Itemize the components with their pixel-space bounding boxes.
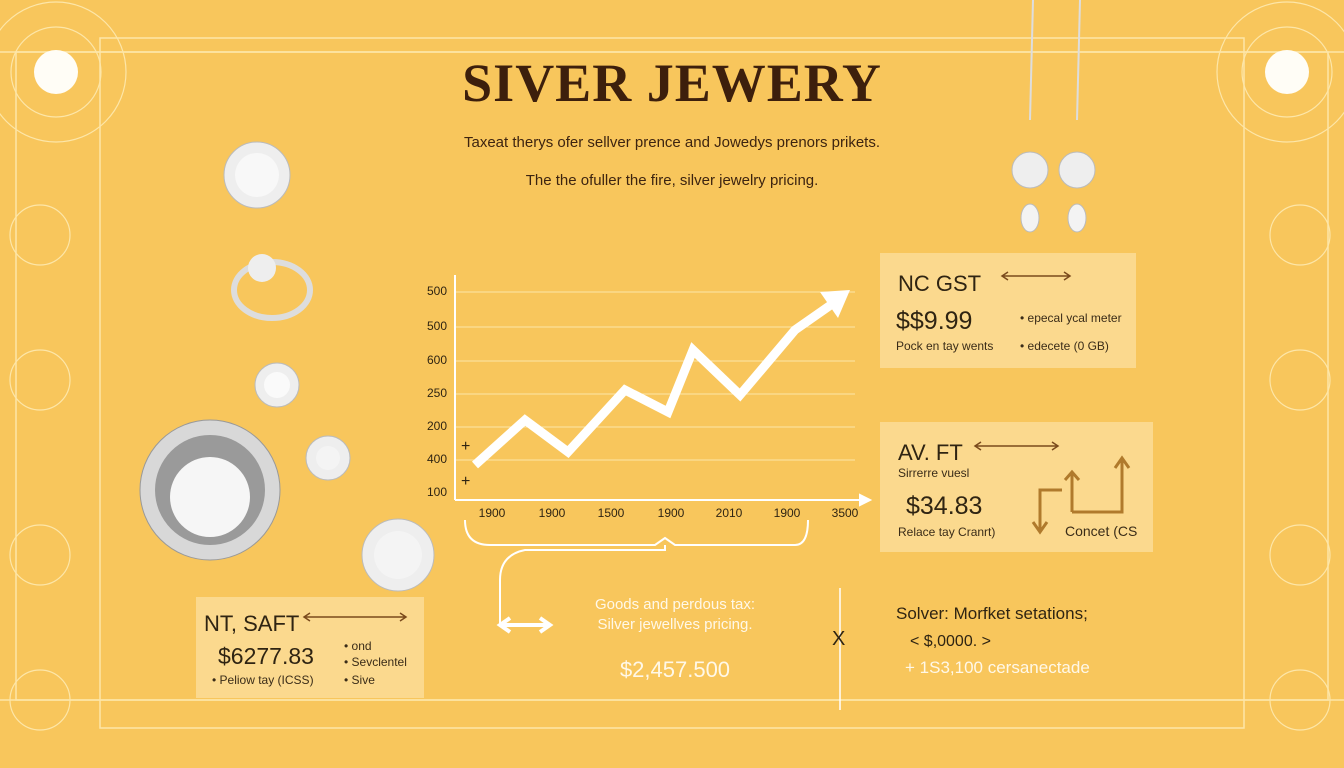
box-heading: AV. FT: [898, 440, 963, 465]
double-arrow: [496, 616, 554, 634]
brace: [464, 519, 809, 546]
y-tick-label: 100: [426, 485, 447, 499]
jewelry: [139, 0, 1096, 592]
tagline: The the ofuller the fire, silver jewelry…: [525, 172, 819, 189]
mark-x: X: [832, 628, 846, 650]
chart-marker: +: [461, 473, 471, 490]
box-note: Relace tay Cranrt): [898, 525, 996, 539]
box-bullet: • edecete (0 GB): [1020, 339, 1109, 353]
info-box: NT, SAFT $6277.83 • Peliow tay (ICSS) • …: [196, 597, 424, 698]
connector: [499, 545, 666, 625]
box-heading: NT, SAFT: [204, 611, 300, 636]
trend-arrow: [820, 290, 850, 318]
x-tick-label: 1500: [597, 506, 625, 520]
box-note: Sirrerre vuesl: [898, 466, 970, 480]
trend-line: [471, 298, 838, 469]
info-box: AV. FT Sirrerre vuesl $34.83 Relace tay …: [880, 422, 1153, 552]
subtitle: Taxeat therys ofer sellver prence and Jo…: [463, 134, 881, 151]
chart-marker: +: [461, 438, 471, 455]
box-price: $$9.99: [896, 307, 973, 335]
box-note: • Peliow tay (ICSS): [212, 673, 314, 687]
tax-label: Goods and perdous tax:: [594, 596, 756, 613]
box-note: Pock en tay wents: [896, 339, 994, 353]
box-note: Concet (CS: [1065, 523, 1138, 539]
chart-grid: [455, 291, 855, 461]
x-tick-label: 1900: [478, 506, 506, 520]
y-tick-label: 200: [426, 419, 447, 433]
flowers: [0, 1, 1344, 731]
box-heading: NC GST: [898, 271, 982, 296]
y-tick-label: 400: [426, 452, 447, 466]
y-tick-label: 500: [426, 319, 447, 333]
flower-center: [34, 50, 78, 94]
box-bullet: • epecal ycal meter: [1020, 311, 1122, 325]
box-price: $34.83: [906, 492, 983, 520]
box-bullet: • ond: [344, 639, 372, 653]
x-tick-label: 1900: [657, 506, 685, 520]
market-heading: Solver: Morfket setations;: [896, 604, 1088, 623]
arrow: [302, 612, 408, 622]
x-tick-label: 1900: [773, 506, 801, 520]
box-bullet: • Sive: [344, 673, 375, 687]
info-box: NC GST $$9.99 Pock en tay wents • epecal…: [880, 253, 1136, 368]
box-bullet: • Sevclentel: [344, 655, 407, 669]
x-tick-label: 3500: [831, 506, 859, 520]
box-price: $6277.83: [218, 643, 314, 669]
market-line: + 1S3,100 cersanectade: [905, 658, 1090, 677]
y-tick-label: 250: [426, 386, 447, 400]
border: [0, 37, 1344, 729]
x-tick-label: 2010: [715, 506, 743, 520]
arrows: [973, 441, 1131, 535]
y-tick-label: 600: [426, 353, 447, 367]
arrow: [1000, 271, 1072, 281]
tax-caption: Silver jewellves pricing.: [597, 616, 753, 633]
y-tick-label: 500: [426, 284, 447, 298]
flower-center: [1265, 50, 1309, 94]
x-tick-label: 1900: [538, 506, 566, 520]
market-line: < $,0000. >: [910, 633, 991, 650]
title: SIVER JEWERY: [462, 53, 882, 113]
tax-total: $2,457.500: [619, 657, 731, 682]
chart-axes: [454, 275, 873, 507]
